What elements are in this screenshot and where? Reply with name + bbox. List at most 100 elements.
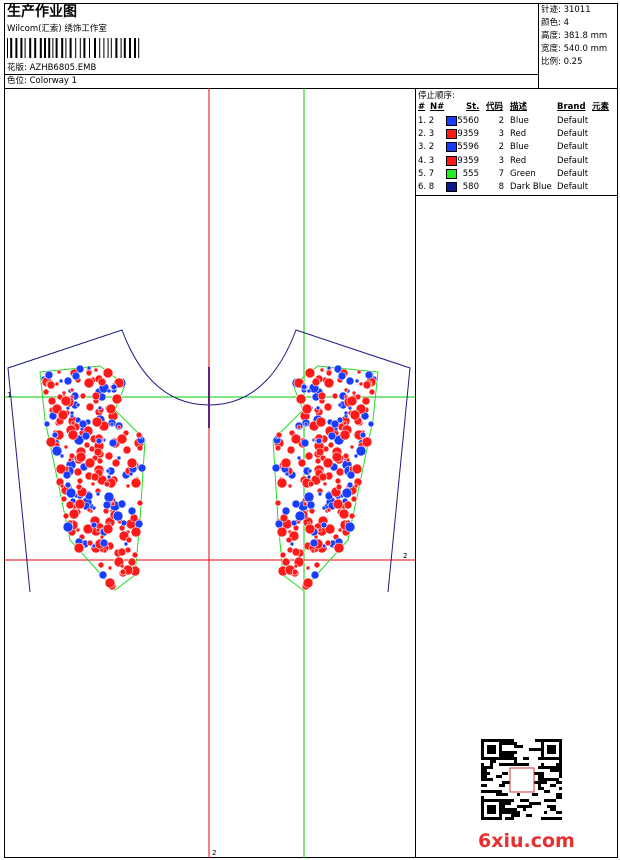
qr-cell: [541, 781, 544, 784]
qr-cell: [541, 763, 544, 766]
row-index: 2. 3: [418, 129, 435, 140]
bar: [103, 38, 105, 58]
qr-cell: [508, 799, 511, 802]
qr-cell: [511, 811, 514, 814]
motif: [103, 491, 115, 503]
motif: [83, 377, 95, 389]
motif: [96, 457, 104, 465]
motif: [334, 477, 342, 485]
motif: [302, 577, 314, 589]
bar: [107, 38, 109, 58]
qr-cell: [556, 769, 559, 772]
qr-cell: [508, 742, 511, 745]
qr-cell: [547, 817, 550, 820]
qr-cell: [514, 745, 517, 748]
qr-cell: [505, 751, 508, 754]
qr-cell: [541, 787, 544, 790]
motif: [333, 542, 345, 554]
table-title: 停止顺序:: [418, 91, 455, 101]
motif: [105, 468, 111, 474]
motif: [276, 477, 288, 489]
qr-cell: [487, 772, 490, 775]
bar: [138, 38, 140, 58]
qr-cell: [541, 766, 544, 769]
qr-cell: [508, 763, 511, 766]
motif: [95, 437, 103, 445]
qr-cell: [538, 781, 541, 784]
barcode: [7, 38, 140, 58]
qr-cell: [505, 799, 508, 802]
motif: [51, 445, 63, 457]
motif: [291, 568, 299, 576]
motif: [75, 527, 81, 533]
qr-cell: [538, 772, 541, 775]
qr-cell: [502, 781, 505, 784]
qr-cell: [490, 760, 493, 763]
motif: [58, 378, 64, 384]
motif: [74, 416, 82, 424]
bar: [29, 38, 32, 58]
motif: [126, 457, 138, 469]
motif: [289, 541, 295, 547]
title: 生产作业图: [7, 4, 77, 20]
motif: [47, 396, 57, 406]
motif: [63, 376, 73, 386]
motif: [281, 506, 291, 516]
motif: [76, 477, 84, 485]
code: 8: [498, 182, 504, 192]
qr-cell: [481, 763, 484, 766]
brand: Default: [557, 182, 589, 192]
qr-cell: [550, 766, 553, 769]
motif: [102, 367, 114, 379]
motif: [90, 481, 96, 487]
qr-cell: [505, 772, 508, 775]
column-header: 代码: [486, 102, 504, 112]
qr-cell: [517, 814, 520, 817]
motif: [310, 570, 320, 580]
motif: [307, 480, 315, 488]
motif: [91, 416, 103, 428]
motif: [128, 471, 134, 477]
qr-cell: [484, 775, 487, 778]
qr-cell: [502, 802, 505, 805]
motif: [314, 457, 322, 465]
motif: [102, 500, 112, 510]
qr-finder: [487, 805, 496, 814]
qr-cell: [502, 808, 505, 811]
motif: [120, 519, 128, 527]
motif: [57, 409, 69, 421]
motif: [326, 365, 332, 371]
qr-cell: [550, 784, 553, 787]
qr-cell: [496, 790, 499, 793]
qr-cell: [502, 793, 505, 796]
qr-cell: [496, 793, 499, 796]
qr-cell: [505, 793, 508, 796]
qr-cell: [514, 814, 517, 817]
stitches: 555: [462, 168, 479, 179]
motif: [323, 377, 335, 389]
qr-cell: [508, 811, 511, 814]
qr-cell: [508, 817, 511, 820]
qr-cell: [538, 766, 541, 769]
motif: [326, 507, 332, 513]
qr-cell: [511, 814, 514, 817]
stat: 颜色: 4: [541, 18, 569, 28]
motif: [125, 483, 131, 489]
qr-cell: [550, 769, 553, 772]
motif: [346, 470, 356, 480]
motif: [91, 505, 97, 511]
qr-cell: [532, 802, 535, 805]
qr-cell: [544, 790, 547, 793]
qr-cell: [499, 790, 502, 793]
motif: [271, 463, 281, 473]
motif: [353, 453, 359, 459]
qr-cell: [496, 775, 499, 778]
qr-cell: [484, 772, 487, 775]
qr-cell: [499, 793, 502, 796]
motif: [137, 463, 147, 473]
qr-cell: [502, 763, 505, 766]
bar: [123, 38, 126, 58]
motif: [107, 565, 113, 571]
qr-cell: [505, 802, 508, 805]
motif: [110, 383, 118, 391]
